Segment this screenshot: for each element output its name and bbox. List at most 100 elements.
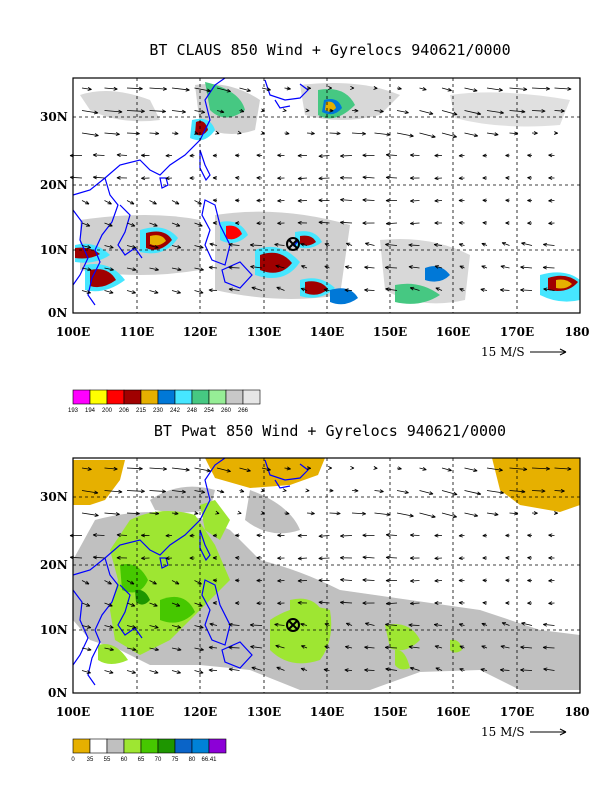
wind-arrow bbox=[237, 130, 242, 135]
wind-arrow bbox=[385, 153, 398, 157]
vector-scale: 15 M/S bbox=[481, 725, 567, 739]
wind-arrow bbox=[435, 667, 443, 672]
wind-arrow bbox=[261, 87, 271, 92]
wind-arrow bbox=[171, 109, 186, 114]
colorbar-swatch bbox=[225, 389, 244, 405]
colorbar-label: 80 bbox=[189, 757, 196, 763]
wind-arrow bbox=[520, 265, 533, 270]
wind-arrow bbox=[171, 467, 190, 472]
wind-arrow bbox=[126, 267, 137, 272]
wind-arrow bbox=[149, 647, 159, 652]
lon-label: 150E bbox=[373, 325, 407, 339]
wind-arrow bbox=[256, 221, 263, 226]
wind-arrow bbox=[126, 625, 137, 629]
wind-arrow bbox=[527, 601, 533, 605]
colorbar-label: 254 bbox=[204, 408, 215, 414]
wind-arrow bbox=[409, 556, 420, 560]
wind-arrow bbox=[464, 132, 479, 138]
wind-arrow bbox=[434, 533, 443, 538]
wind-arrow bbox=[208, 288, 218, 293]
wind-arrow bbox=[194, 625, 204, 629]
wind-arrow bbox=[276, 666, 285, 671]
wind-arrow bbox=[500, 644, 510, 649]
wind-arrow bbox=[194, 87, 211, 93]
wind-arrow bbox=[297, 533, 308, 538]
wind-arrow bbox=[260, 108, 265, 113]
wind-arrow bbox=[104, 647, 114, 652]
wind-arrow bbox=[542, 265, 555, 270]
wind-arrow bbox=[194, 602, 203, 607]
wind-arrow bbox=[209, 622, 218, 627]
wind-arrow bbox=[216, 467, 231, 473]
wind-arrow bbox=[505, 533, 510, 538]
wind-arrow bbox=[509, 87, 528, 92]
wind-arrow bbox=[194, 290, 204, 294]
wind-arrow bbox=[81, 132, 99, 137]
wind-arrow bbox=[104, 625, 114, 629]
wind-arrow bbox=[373, 466, 378, 470]
lat-label: 10N bbox=[40, 623, 68, 637]
wind-arrow bbox=[553, 131, 559, 135]
wind-arrow bbox=[481, 265, 488, 270]
wind-arrow bbox=[284, 86, 291, 91]
wind-arrow bbox=[228, 645, 240, 650]
wind-vectors bbox=[69, 465, 572, 674]
wind-arrow bbox=[520, 645, 533, 650]
wind-arrow bbox=[441, 467, 452, 472]
wind-arrow bbox=[458, 243, 465, 247]
wind-arrow bbox=[300, 287, 308, 292]
wind-arrow bbox=[481, 645, 488, 650]
colorbar-label: 266 bbox=[238, 408, 249, 414]
wind-arrow bbox=[554, 86, 572, 91]
wind-arrow bbox=[149, 580, 157, 585]
coastlines bbox=[72, 77, 309, 306]
wind-arrow bbox=[260, 510, 265, 515]
lon-label: 140E bbox=[310, 705, 344, 719]
wind-arrow bbox=[486, 490, 504, 495]
wind-arrow bbox=[149, 511, 160, 516]
wind-arrow bbox=[318, 578, 330, 583]
wind-arrow bbox=[505, 601, 510, 605]
map-frame bbox=[72, 457, 581, 694]
wind-arrow bbox=[300, 667, 308, 672]
wind-arrow bbox=[81, 647, 92, 652]
wind-arrow bbox=[212, 198, 218, 203]
wind-arrow bbox=[458, 623, 465, 627]
wind-arrow bbox=[410, 221, 420, 226]
wind-arrow bbox=[305, 108, 310, 113]
wind-arrow bbox=[104, 602, 113, 607]
wind-arrow bbox=[277, 578, 285, 583]
wind-arrow bbox=[284, 131, 290, 136]
wind-arrow bbox=[521, 241, 533, 246]
map-frame bbox=[72, 77, 581, 314]
wind-arrow bbox=[434, 221, 443, 225]
wind-arrow bbox=[500, 264, 510, 269]
colorbar-swatch bbox=[208, 738, 227, 754]
lon-labels: 100E 110E 120E 130E 140E 150E 160E 170E … bbox=[56, 705, 590, 719]
wind-arrow bbox=[396, 110, 409, 114]
wind-arrow bbox=[340, 577, 353, 582]
wind-arrow bbox=[165, 556, 173, 561]
wind-arrow bbox=[543, 287, 555, 292]
wind-arrow bbox=[385, 667, 398, 672]
wind-arrow bbox=[520, 288, 533, 292]
wind-arrow bbox=[116, 555, 128, 560]
wind-arrow bbox=[527, 556, 533, 560]
lon-label: 130E bbox=[247, 325, 281, 339]
wind-arrow bbox=[374, 132, 391, 137]
wind-arrow bbox=[228, 287, 240, 292]
wind-arrow bbox=[441, 87, 452, 92]
wind-arrow bbox=[92, 555, 105, 560]
panel-title: BT Pwat 850 Wind + Gyrelocs 940621/0000 bbox=[154, 422, 506, 440]
wind-arrow bbox=[458, 220, 465, 225]
wind-arrow bbox=[251, 286, 263, 291]
wind-arrow bbox=[277, 556, 285, 561]
wind-arrow bbox=[345, 645, 353, 650]
wind-arrow bbox=[409, 153, 420, 158]
colorbar-swatch bbox=[242, 389, 261, 405]
colorbar-label: 194 bbox=[85, 408, 96, 414]
wind-arrow bbox=[194, 670, 204, 674]
wind-arrow bbox=[433, 623, 443, 627]
vector-scale: 15 M/S bbox=[481, 345, 567, 359]
wind-arrow bbox=[189, 533, 195, 538]
